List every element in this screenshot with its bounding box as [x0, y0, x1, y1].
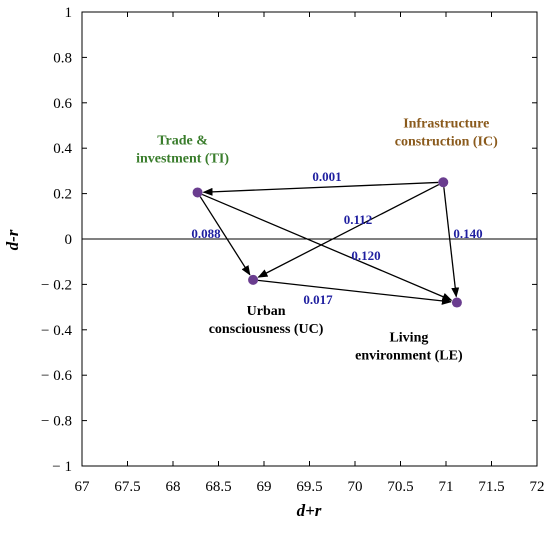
node-labels: Trade & investment (TI) Infrastructure cons… [136, 116, 498, 363]
edge-IC-TI [202, 181, 439, 196]
y-tick-label: − 0.4 [41, 323, 72, 339]
edge-label-IC-UC: 0.112 [344, 212, 373, 227]
node-label-LE: Living environment (LE) [355, 331, 463, 364]
edge-IC-LE [443, 187, 460, 298]
point-LE [451, 297, 462, 308]
x-tick-label: 67.5 [114, 479, 140, 495]
x-tick-label: 69 [257, 479, 272, 495]
x-tick-label: 71.5 [478, 479, 504, 495]
y-tick-label: 0.6 [53, 96, 72, 112]
points [192, 177, 462, 308]
x-tick-label: 70 [348, 479, 363, 495]
edge-label-TI-UC: 0.088 [191, 226, 221, 241]
y-tick-label: − 1 [52, 459, 72, 475]
x-axis-title: d+r [297, 501, 322, 520]
y-tick-label: 0.4 [53, 141, 72, 157]
x-tick-label: 71 [439, 479, 454, 495]
ticks: 67 67.5 68 68.5 69 69.5 70 70.5 71 71.5 72 1 0.8 0.6 0… [41, 5, 544, 495]
edges [199, 181, 460, 305]
y-tick-label: 0.8 [53, 50, 72, 66]
y-tick-label: 0.2 [53, 187, 72, 203]
point-TI [192, 187, 203, 198]
x-tick-label: 72 [530, 479, 545, 495]
edge-label-IC-LE: 0.140 [453, 226, 482, 241]
x-tick-label: 70.5 [387, 479, 413, 495]
y-axis-title: d-r [3, 229, 22, 250]
edge-IC-UC [257, 183, 440, 278]
edge-labels: 0.001 0.112 0.140 0.088 0.120 0.017 [191, 169, 482, 307]
y-tick-label: − 0.8 [41, 414, 72, 430]
edge-TI-UC [199, 196, 251, 276]
x-tick-label: 68 [166, 479, 181, 495]
edge-TI-LE [201, 193, 453, 301]
y-tick-label: 1 [65, 5, 73, 21]
node-label-IC: Infrastructure construction (IC) [395, 116, 498, 149]
x-tick-label: 67 [75, 479, 91, 495]
edge-label-UC-LE: 0.017 [303, 292, 333, 307]
point-IC [438, 177, 449, 188]
node-label-TI: Trade & investment (TI) [136, 133, 229, 166]
point-UC [248, 274, 259, 285]
edge-label-TI-LE: 0.120 [351, 248, 380, 263]
y-tick-label: 0 [65, 232, 73, 248]
y-tick-label: − 0.2 [41, 277, 72, 293]
x-tick-label: 68.5 [205, 479, 231, 495]
node-label-UC: Urban consciousness (UC) [209, 304, 324, 337]
x-tick-label: 69.5 [296, 479, 322, 495]
y-tick-label: − 0.6 [41, 368, 72, 384]
edge-label-IC-TI: 0.001 [312, 169, 341, 184]
edge-UC-LE [257, 279, 452, 305]
